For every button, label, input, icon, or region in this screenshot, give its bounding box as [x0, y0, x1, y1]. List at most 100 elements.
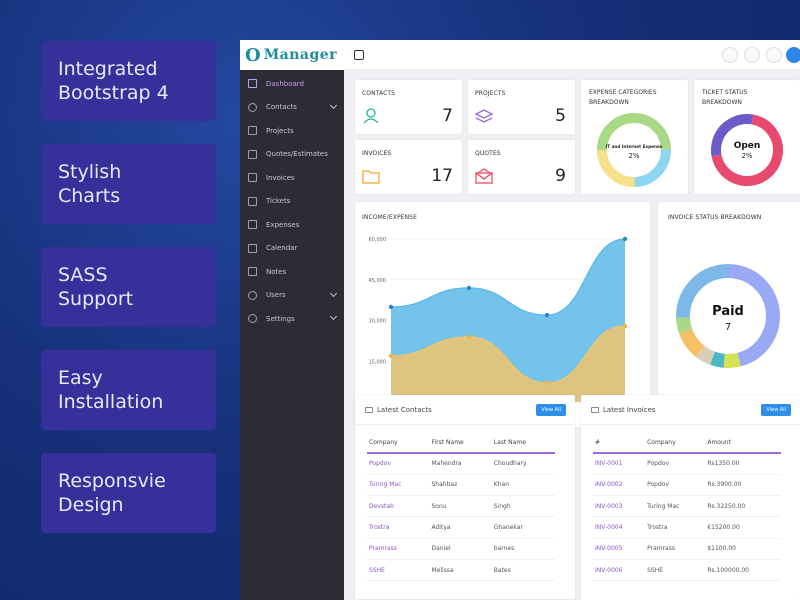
- avatar[interactable]: [786, 47, 800, 63]
- stat-card-projects[interactable]: PROJECTS 5: [468, 80, 575, 134]
- sidebar-item-settings[interactable]: Settings: [240, 307, 344, 331]
- expense-categories-card: EXPENSE CATEGORIES BREAKDOWN IT and Inte…: [581, 80, 688, 194]
- stat-card-invoices[interactable]: INVOICES 17: [355, 140, 462, 194]
- sidebar-item-dashboard[interactable]: Dashboard: [240, 72, 344, 96]
- invoice-donut-chart: Paid 7: [676, 264, 780, 368]
- stat-label: CONTACTS: [362, 90, 396, 97]
- pen-icon: [248, 220, 257, 230]
- table-row: INV-0005 Pramrass $1100.00: [593, 538, 781, 560]
- sidebar-item-calendar[interactable]: Calendar: [240, 237, 344, 261]
- table-cell: Turing Mac: [645, 495, 706, 518]
- table-row: INV-0002 Popdov Rs.3900.00: [593, 474, 781, 497]
- logo-text: Manager: [263, 47, 338, 63]
- data-point: [544, 312, 550, 318]
- table-row: Trostra Aditya Ghanekar: [367, 516, 555, 539]
- table-row: INV-0003 Turing Mac Rs.32250.00: [593, 495, 781, 518]
- sidebar-item-label: Tickets: [266, 197, 291, 206]
- table-cell: Rs1350.00: [705, 453, 781, 475]
- column-header[interactable]: Last Name: [491, 435, 555, 454]
- view-all-button[interactable]: View All: [536, 404, 566, 416]
- series-line: [390, 238, 626, 316]
- sidebar: O Manager Dashboard Contacts Projects Qu…: [240, 40, 344, 600]
- column-header[interactable]: First Name: [429, 435, 492, 454]
- y-tick-label: 15,000: [369, 359, 387, 365]
- table-cell: Mahendra: [429, 453, 492, 475]
- sidebar-item-users[interactable]: Users: [240, 284, 344, 308]
- donut-center-label: IT and Internet Expense: [606, 144, 663, 149]
- stat-value: 17: [431, 166, 453, 186]
- stat-card-contacts[interactable]: CONTACTS 7: [355, 80, 462, 134]
- sidebar-item-contacts[interactable]: Contacts: [240, 96, 344, 120]
- menu-icon[interactable]: [354, 50, 364, 60]
- invoice-link[interactable]: INV-0005: [593, 538, 646, 560]
- sidebar-nav: Dashboard Contacts Projects Quotes/Estim…: [240, 70, 344, 331]
- bell-icon[interactable]: [722, 47, 738, 63]
- tag-icon: [248, 196, 257, 206]
- apps-icon[interactable]: [766, 47, 782, 63]
- table-row: SSHE Melissa Bates: [367, 559, 555, 582]
- app-logo[interactable]: O Manager: [240, 40, 344, 70]
- table-cell: Shahbaz: [429, 474, 492, 497]
- series-line: [390, 325, 626, 384]
- donut-segment: [711, 114, 783, 186]
- table-cell: Popdov: [645, 453, 706, 475]
- data-point: [466, 285, 472, 291]
- invoice-link[interactable]: INV-0003: [593, 495, 646, 518]
- company-link[interactable]: Popdov: [367, 453, 430, 475]
- sidebar-item-projects[interactable]: Projects: [240, 119, 344, 143]
- sidebar-item-expenses[interactable]: Expenses: [240, 213, 344, 237]
- sidebar-item-label: Settings: [266, 314, 295, 323]
- table-cell: Ghanekar: [491, 516, 555, 539]
- sidebar-item-notes[interactable]: Notes: [240, 260, 344, 284]
- layers-icon: [248, 126, 257, 136]
- column-header[interactable]: Company: [367, 435, 430, 454]
- stat-card-quotes[interactable]: QUOTES 9: [468, 140, 575, 194]
- table-cell: Choudhary: [491, 453, 555, 475]
- layers-icon: [475, 109, 493, 123]
- sidebar-item-label: Quotes/Estimates: [266, 150, 328, 159]
- invoice-link[interactable]: INV-0001: [593, 453, 646, 475]
- card-title: TICKET STATUS: [702, 89, 748, 96]
- column-header[interactable]: Amount: [705, 435, 781, 454]
- column-header[interactable]: Company: [645, 435, 706, 454]
- file-icon: [248, 173, 257, 183]
- company-link[interactable]: Devstab: [367, 495, 430, 518]
- invoice-link[interactable]: INV-0004: [593, 516, 646, 539]
- data-point: [466, 334, 472, 339]
- series-area: [391, 325, 625, 402]
- company-link[interactable]: Pramrass: [367, 538, 430, 560]
- section-title: Latest Invoices: [603, 406, 656, 414]
- sidebar-item-label: Dashboard: [266, 79, 304, 88]
- chevron-down-icon: [329, 289, 338, 297]
- invoice-link[interactable]: INV-0002: [593, 474, 646, 497]
- stat-label: INVOICES: [362, 150, 392, 157]
- donut-center-value: 2%: [628, 152, 639, 160]
- ticket-donut-chart: Open 2%: [711, 114, 783, 186]
- company-link[interactable]: Turing Mac: [367, 474, 430, 497]
- table-cell: Rs.3900.00: [705, 474, 781, 497]
- sidebar-item-label: Invoices: [266, 173, 295, 182]
- card-icon: [365, 407, 373, 413]
- sidebar-item-invoices[interactable]: Invoices: [240, 166, 344, 190]
- card-subtitle: BREAKDOWN: [589, 99, 629, 106]
- y-tick-label: 45,000: [369, 278, 387, 284]
- contacts-table: Company First Name Last Name Popdov Mahen…: [367, 435, 555, 582]
- sidebar-item-label: Expenses: [266, 220, 300, 229]
- donut-center-value: 7: [725, 322, 731, 333]
- company-link[interactable]: SSHE: [367, 559, 430, 582]
- data-point: [544, 380, 550, 386]
- column-header[interactable]: #: [593, 435, 646, 454]
- grid-icon: [248, 149, 257, 159]
- view-all-button[interactable]: View All: [761, 404, 791, 416]
- donut-segment: [676, 264, 780, 368]
- data-point: [622, 236, 628, 242]
- sidebar-item-quotes[interactable]: Quotes/Estimates: [240, 143, 344, 167]
- company-link[interactable]: Trostra: [367, 516, 430, 539]
- invoice-link[interactable]: INV-0006: [593, 559, 646, 582]
- sidebar-item-label: Calendar: [266, 244, 298, 253]
- chart-title: INCOME/EXPENSE: [362, 214, 417, 221]
- sidebar-item-label: Notes: [266, 267, 287, 276]
- gear-icon[interactable]: [744, 47, 760, 63]
- sidebar-item-tickets[interactable]: Tickets: [240, 190, 344, 214]
